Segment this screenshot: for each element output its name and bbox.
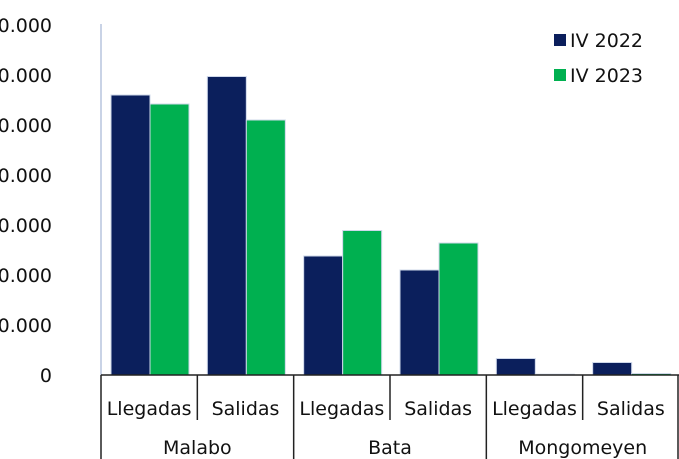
bar-iv-2022-0 (110, 94, 151, 376)
bar-iv-2022-4 (495, 358, 536, 376)
bar-iv-2023-1 (245, 119, 286, 376)
y-axis-ticks: 0 10.000 20.000 30.000 40.000 50.000 60.000 70.… (0, 15, 52, 387)
y-tick-label: 20.000 (0, 265, 52, 287)
x-axis: Llegadas Salidas Llegadas Salidas Llegadas Sa… (100, 374, 679, 459)
legend-swatch (554, 69, 566, 81)
legend: IV 2022 IV 2023 (554, 30, 643, 87)
x-group-label: Malabo (163, 437, 232, 459)
bar-iv-2023-2 (342, 230, 383, 376)
y-tick-label: 60.000 (0, 65, 52, 87)
x-group-label: Bata (368, 437, 412, 459)
legend-swatch (554, 34, 566, 46)
x-category-label: Llegadas (107, 398, 192, 420)
y-tick-label: 0 (40, 365, 52, 387)
bar-iv-2023-3 (438, 242, 479, 376)
y-tick-label: 10.000 (0, 315, 52, 337)
bar-iv-2022-2 (303, 255, 344, 376)
legend-label: IV 2022 (570, 30, 643, 52)
bar-iv-2022-1 (206, 76, 247, 376)
x-category-label: Salidas (597, 398, 665, 420)
plot-bars (110, 76, 672, 376)
x-category-label: Llegadas (299, 398, 384, 420)
y-tick-label: 50.000 (0, 115, 52, 137)
bar-iv-2022-3 (399, 269, 440, 376)
x-category-label: Llegadas (492, 398, 577, 420)
x-group-label: Mongomeyen (518, 437, 647, 459)
y-tick-label: 30.000 (0, 215, 52, 237)
y-tick-label: 40.000 (0, 165, 52, 187)
bar-iv-2022-5 (592, 362, 633, 376)
y-tick-label: 70.000 (0, 15, 52, 37)
x-category-label: Salidas (212, 398, 280, 420)
legend-label: IV 2023 (570, 65, 643, 87)
bar-iv-2023-0 (149, 103, 190, 376)
x-category-label: Salidas (404, 398, 472, 420)
